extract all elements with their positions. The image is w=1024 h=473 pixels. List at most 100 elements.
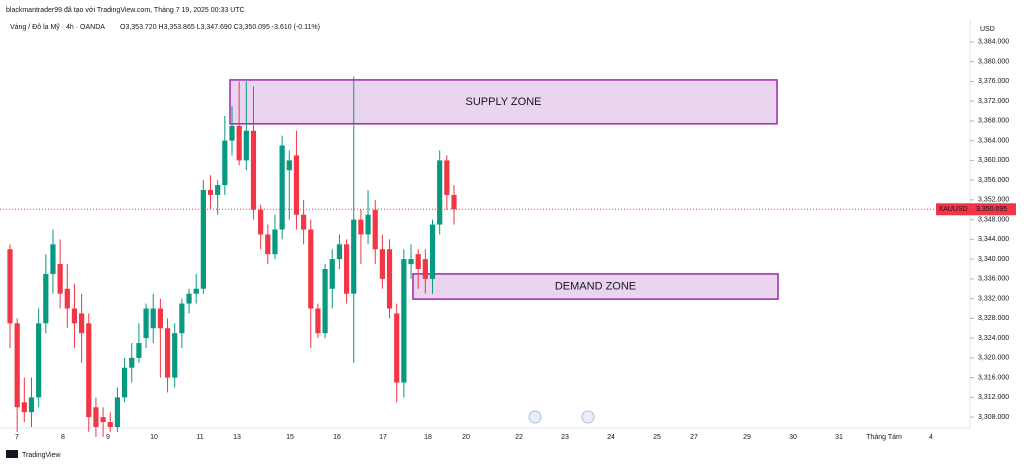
x-tick-label: 27: [690, 434, 698, 441]
candle-body: [308, 229, 314, 309]
candle-body: [394, 313, 400, 383]
candle-body: [50, 244, 56, 274]
candle-body: [93, 407, 99, 427]
zone: [229, 79, 778, 125]
candle-body: [129, 357, 135, 368]
candle-body: [143, 308, 149, 339]
candle-body: [207, 190, 214, 195]
y-tick-label: 3,324.000: [978, 335, 1009, 342]
symbol-tag-label: XAUUSD: [938, 206, 967, 213]
candle-body: [286, 160, 292, 171]
x-tick-label: Tháng Tám: [866, 434, 902, 441]
candle-body: [193, 288, 199, 294]
candle-body: [200, 190, 206, 289]
candle-body: [179, 303, 185, 334]
x-tick-label: 11: [196, 434, 203, 441]
y-tick-label: 3,332.000: [978, 295, 1009, 302]
brand: TradingView: [22, 452, 61, 459]
x-tick-label: 20: [462, 434, 470, 441]
candle-body: [429, 224, 436, 279]
y-tick-label: 3,308.000: [978, 414, 1009, 421]
candle-body: [372, 209, 378, 250]
x-tick-label: 31: [835, 434, 843, 441]
event-flag[interactable]: [528, 410, 542, 424]
x-tick-label: 17: [379, 434, 387, 441]
candle-body: [365, 214, 371, 235]
x-tick-label: 23: [561, 434, 569, 441]
price-tag: [970, 203, 1016, 216]
x-tick-label: 8: [61, 434, 65, 441]
author-line: blackmantrader99 đã tạo với TradingView.…: [6, 7, 245, 14]
candle-body: [7, 249, 13, 324]
x-tick-label: 7: [15, 434, 19, 441]
candle-body: [186, 293, 192, 304]
y-tick-label: 3,316.000: [978, 374, 1009, 381]
y-tick-label: 3,384.000: [978, 39, 1009, 46]
y-tick-label: 3,368.000: [978, 118, 1009, 125]
candle-body: [236, 125, 242, 161]
candle-body: [250, 130, 257, 210]
brand-logo: [6, 450, 18, 458]
candle-body: [437, 160, 443, 225]
candle-body: [293, 155, 300, 215]
candle-body: [401, 259, 407, 383]
candle-body: [336, 244, 343, 260]
y-tick-label: 3,352.000: [978, 197, 1009, 204]
event-flag[interactable]: [581, 410, 595, 424]
x-tick-label: 22: [515, 434, 523, 441]
candle-body: [243, 130, 249, 161]
candle-body: [258, 209, 264, 235]
candle-body: [14, 323, 20, 408]
currency: USD: [980, 26, 995, 33]
y-tick-label: 3,340.000: [978, 256, 1009, 263]
candle-body: [36, 323, 42, 398]
x-tick-label: 15: [286, 434, 294, 441]
candle-body: [64, 288, 70, 309]
candle-body: [322, 269, 328, 334]
y-tick-label: 3,344.000: [978, 236, 1009, 243]
x-tick-label: 4: [929, 434, 933, 441]
x-tick-label: 10: [150, 434, 158, 441]
price-tag-label: 3,350.095: [976, 206, 1007, 213]
candle-body: [164, 328, 171, 378]
candle-body: [43, 273, 49, 324]
zone-label: SUPPLY ZONE: [465, 96, 541, 108]
x-tick-label: 13: [233, 434, 241, 441]
candle-body: [408, 259, 414, 265]
candle-body: [57, 264, 63, 294]
candle-body: [150, 308, 156, 329]
candle-body: [386, 249, 393, 309]
zone-label: DEMAND ZONE: [555, 280, 636, 292]
y-tick-label: 3,336.000: [978, 276, 1009, 283]
candle-body: [121, 367, 128, 398]
candle-body: [229, 125, 235, 141]
y-tick-label: 3,348.000: [978, 216, 1009, 223]
ohlc: O3,353.720 H3,353.865 L3,347.690 C3,350.…: [120, 24, 320, 31]
x-tick-label: 30: [789, 434, 797, 441]
candle-body: [415, 254, 421, 269]
candle-body: [379, 249, 385, 279]
candle-body: [315, 308, 321, 334]
x-tick-label: 29: [743, 434, 751, 441]
candle-body: [351, 219, 357, 294]
candle-body: [136, 343, 142, 358]
candle-body: [279, 145, 285, 230]
candle-body: [215, 185, 221, 195]
candle-body: [422, 259, 428, 279]
zone: [412, 273, 779, 300]
symbol: Vàng / Đô la Mỹ · 4h · OANDA: [10, 24, 105, 31]
y-tick-label: 3,320.000: [978, 355, 1009, 362]
candle-body: [265, 234, 271, 255]
y-tick-label: 3,312.000: [978, 394, 1009, 401]
y-tick-label: 3,356.000: [978, 177, 1009, 184]
y-tick-label: 3,360.000: [978, 157, 1009, 164]
candle-body: [172, 333, 178, 378]
candle-body: [100, 417, 106, 423]
y-tick-label: 3,380.000: [978, 58, 1009, 65]
candle-body: [222, 140, 228, 186]
candle-body: [21, 402, 27, 413]
x-tick-label: 18: [424, 434, 432, 441]
candle-body: [28, 397, 35, 413]
